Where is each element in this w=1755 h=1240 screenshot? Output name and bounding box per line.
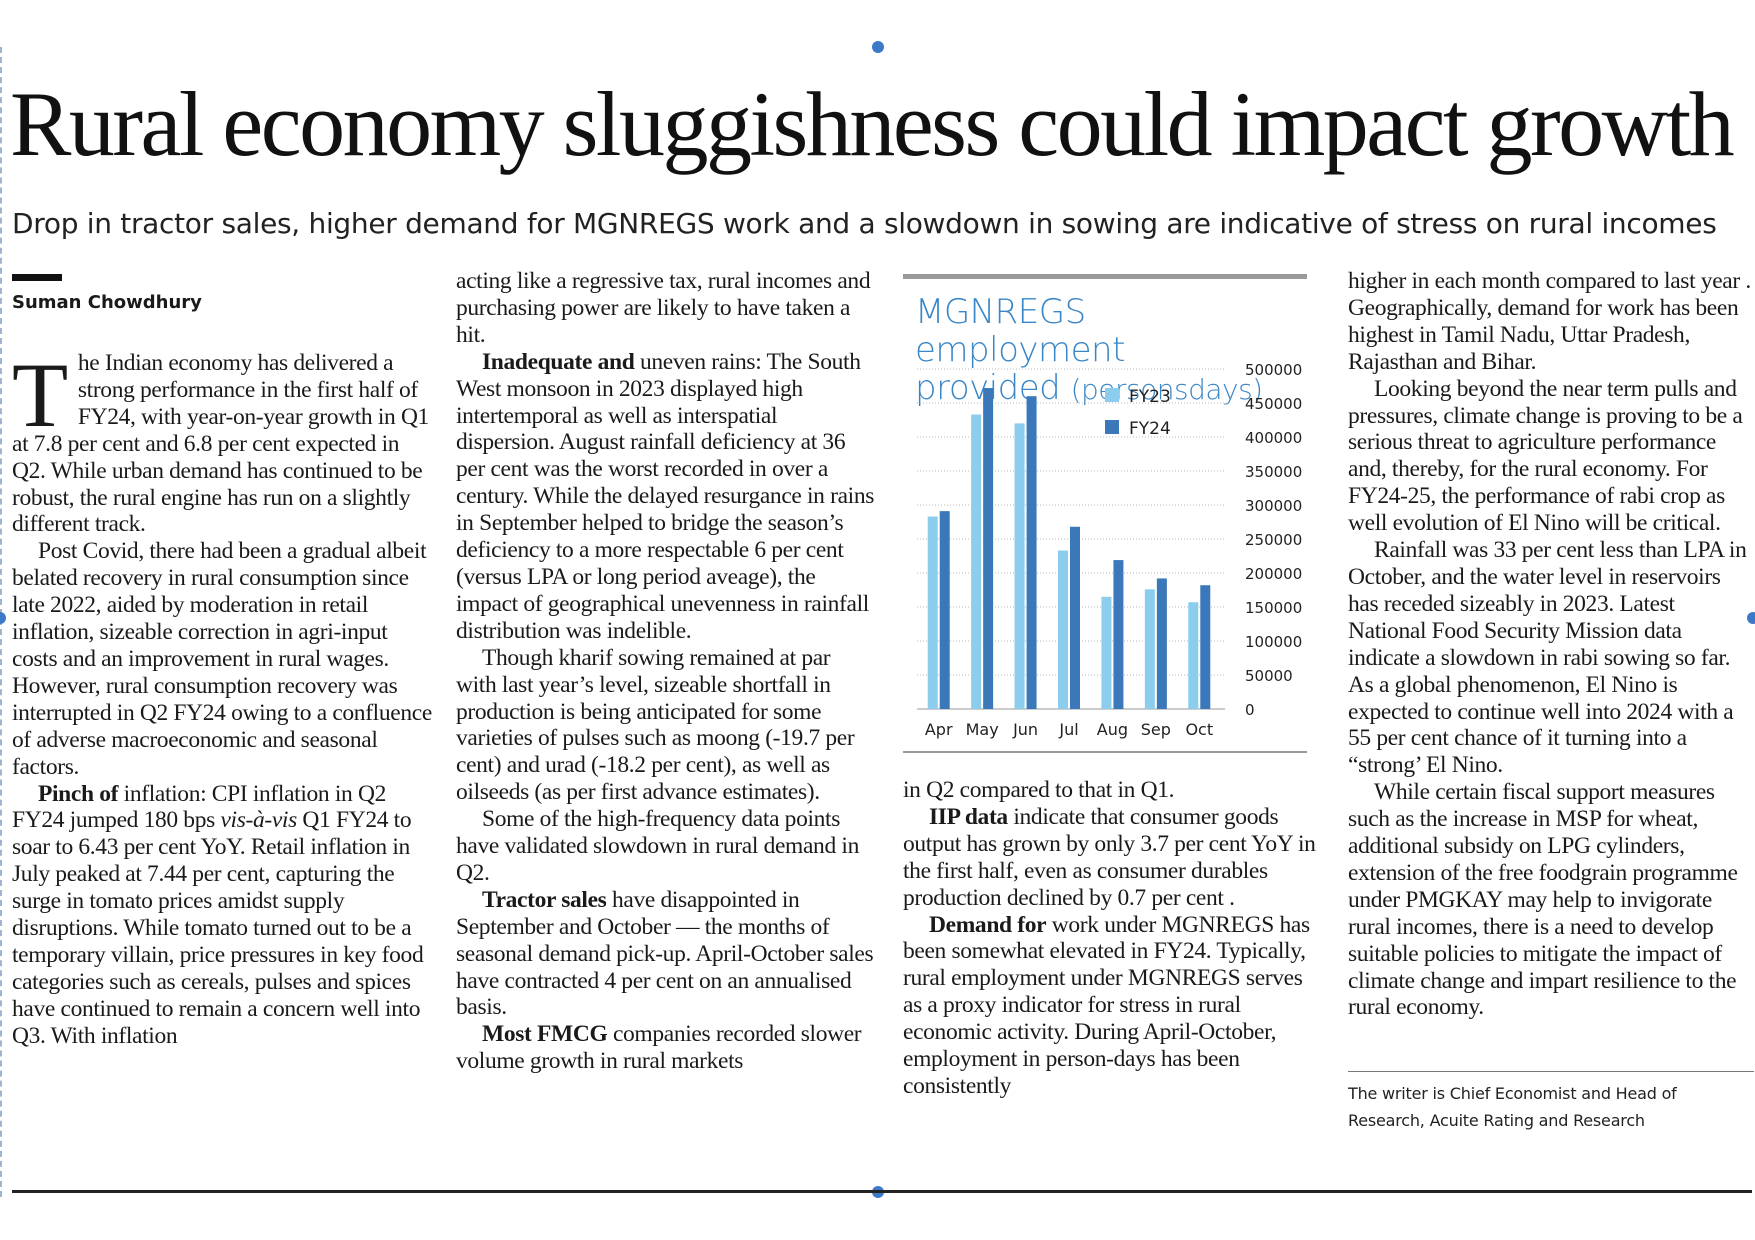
x-tick-label: Jul xyxy=(1058,720,1078,739)
bar-fy24-jul xyxy=(1070,526,1080,709)
column-2: acting like a regressive tax, rural inco… xyxy=(456,268,876,1075)
mgnregs-chart: MGNREGS employment provided (personsdays… xyxy=(903,274,1307,753)
headline: Rural economy sluggishness could impact … xyxy=(10,73,1735,175)
drop-cap: T xyxy=(12,344,68,446)
paragraph: acting like a regressive tax, rural inco… xyxy=(456,268,871,348)
chart-title: MGNREGS employment provided (personsdays… xyxy=(915,292,1264,408)
bar-fy23-jun xyxy=(1014,423,1025,709)
bar-fy23-sep xyxy=(1144,589,1155,709)
paragraph: Post Covid, there had been a gradual alb… xyxy=(12,538,432,780)
byline: Suman Chowdhury xyxy=(12,292,202,313)
paragraph: While certain fiscal support measures su… xyxy=(1348,779,1738,1021)
paragraph: Inadequate and uneven rains: The South W… xyxy=(456,348,875,644)
paragraph: Rainfall was 33 per cent less than LPA i… xyxy=(1348,537,1747,779)
paragraph: Pinch of inflation: CPI inflation in Q2 … xyxy=(12,780,424,1049)
paragraph: Most FMCG companies recorded slower volu… xyxy=(456,1021,862,1075)
standfirst: Drop in tractor sales, higher demand for… xyxy=(12,207,1717,240)
y-tick-label: 400000 xyxy=(1245,429,1302,447)
paragraph: Though kharif sowing remained at par wit… xyxy=(456,644,855,806)
bar-fy24-may xyxy=(983,388,994,709)
y-tick-label: 350000 xyxy=(1245,463,1302,481)
resize-handle-top[interactable] xyxy=(872,41,884,53)
x-tick-label: Aug xyxy=(1097,720,1128,739)
bar-fy24-sep xyxy=(1156,578,1167,709)
column-3: in Q2 compared to that in Q1. IIP data i… xyxy=(903,777,1323,1100)
legend-label-fy24: FY24 xyxy=(1129,419,1171,439)
x-tick-label: Apr xyxy=(925,720,953,739)
y-tick-label: 150000 xyxy=(1245,599,1302,617)
y-tick-label: 100000 xyxy=(1245,633,1302,651)
chart-plot: 5000004500004000003500003000002500002000… xyxy=(917,361,1302,739)
bottom-rule xyxy=(12,1190,1752,1193)
y-tick-label: 450000 xyxy=(1245,395,1302,413)
byline-rule xyxy=(12,274,62,281)
bar-fy24-oct xyxy=(1200,585,1211,709)
bar-fy23-may xyxy=(971,414,982,709)
y-tick-label: 0 xyxy=(1245,701,1255,719)
bar-fy24-aug xyxy=(1113,560,1124,709)
column-4: higher in each month compared to last ye… xyxy=(1348,268,1755,1021)
y-tick-label: 500000 xyxy=(1245,361,1302,379)
writer-rule xyxy=(1348,1071,1754,1072)
bar-fy23-jul xyxy=(1058,550,1068,709)
paragraph: in Q2 compared to that in Q1. xyxy=(903,777,1175,803)
y-tick-label: 300000 xyxy=(1245,497,1302,515)
paragraph: IIP data indicate that consumer goods ou… xyxy=(903,803,1316,911)
x-tick-label: Oct xyxy=(1185,720,1213,739)
chart-title-unit: (personsdays) xyxy=(1070,373,1264,406)
x-tick-label: Sep xyxy=(1141,720,1171,739)
y-tick-label: 250000 xyxy=(1245,531,1302,549)
legend-label-fy23: FY23 xyxy=(1129,387,1171,407)
bar-fy23-apr xyxy=(927,516,938,709)
resize-handle-left[interactable] xyxy=(0,612,6,624)
paragraph: Some of the high-frequency data points h… xyxy=(456,806,859,886)
x-tick-label: May xyxy=(966,720,999,739)
y-tick-label: 50000 xyxy=(1245,667,1293,685)
paragraph: higher in each month compared to last ye… xyxy=(1348,268,1751,375)
bar-fy24-jun xyxy=(1026,396,1037,709)
legend-swatch-fy24 xyxy=(1105,420,1119,434)
bar-fy23-oct xyxy=(1188,602,1199,709)
writer-note: The writer is Chief Economist and Head o… xyxy=(1348,1084,1677,1130)
resize-handle-right[interactable] xyxy=(1747,612,1755,624)
y-tick-label: 200000 xyxy=(1245,565,1302,583)
bar-fy23-aug xyxy=(1101,596,1112,709)
paragraph: Demand for work under MGNREGS has been s… xyxy=(903,911,1310,1099)
x-tick-label: Jun xyxy=(1012,720,1038,739)
legend-swatch-fy23 xyxy=(1105,388,1119,402)
paragraph: Tractor sales have disappointed in Septe… xyxy=(456,886,874,1021)
bar-fy24-apr xyxy=(939,511,950,709)
paragraph: Looking beyond the near term pulls and p… xyxy=(1348,375,1743,537)
